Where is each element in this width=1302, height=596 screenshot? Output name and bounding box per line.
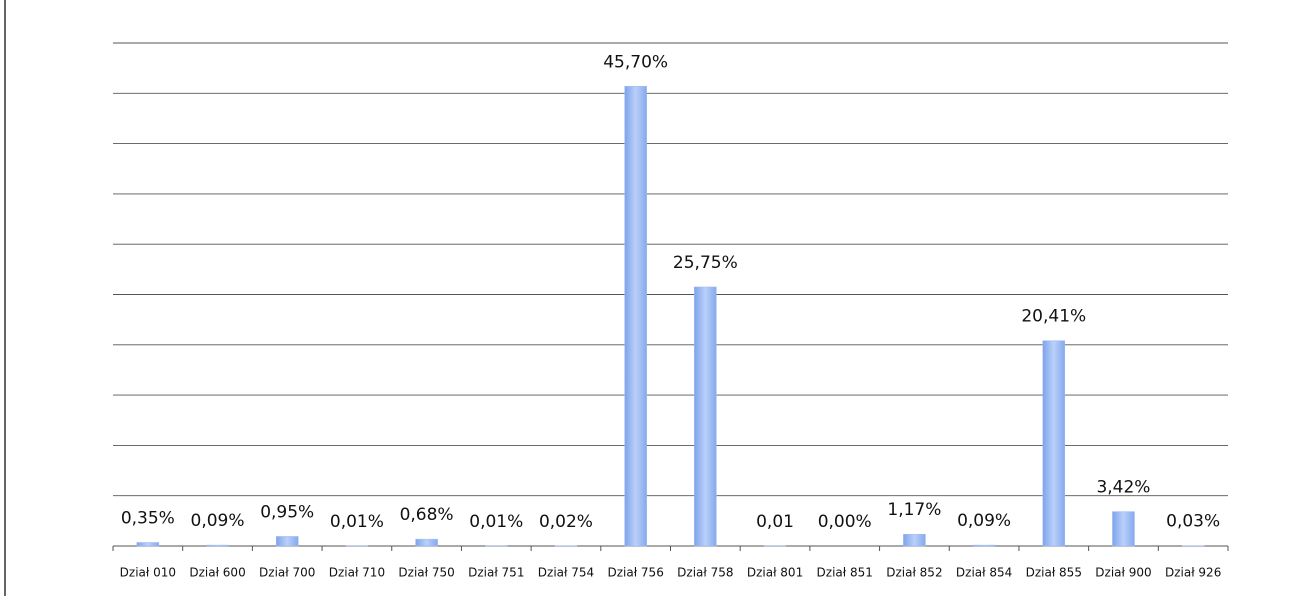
data-label: 20,41% — [1021, 307, 1086, 327]
data-label: 0,95% — [260, 502, 314, 522]
data-label: 0,68% — [400, 505, 454, 525]
x-tick-label: Dział 751 — [468, 566, 524, 580]
data-label: 1,17% — [887, 500, 941, 520]
data-label: 0,01% — [330, 512, 384, 532]
data-label: 0,02% — [539, 512, 593, 532]
data-label: 0,01% — [469, 512, 523, 532]
data-label: 0,35% — [121, 508, 175, 528]
x-tick-label: Dział 851 — [817, 566, 873, 580]
data-label: 3,42% — [1096, 478, 1150, 498]
bar — [1042, 340, 1066, 547]
x-tick-label: Dział 801 — [747, 566, 803, 580]
x-tick-label: Dział 750 — [398, 566, 454, 580]
x-tick-label: Dział 600 — [189, 566, 245, 580]
x-tick-label: Dział 852 — [886, 566, 942, 580]
bar — [1112, 511, 1135, 547]
x-tick-label: Dział 754 — [538, 566, 594, 580]
x-tick-label: Dział 700 — [259, 566, 315, 580]
x-tick-label: Dział 854 — [956, 566, 1012, 580]
bar — [624, 86, 647, 547]
data-label: 0,03% — [1166, 512, 1220, 532]
x-tick-label: Dział 710 — [329, 566, 385, 580]
x-tick-label: Dział 926 — [1165, 566, 1221, 580]
x-tick-label: Dział 010 — [120, 566, 176, 580]
data-label: 45,70% — [603, 52, 668, 72]
x-tick-label: Dział 855 — [1026, 566, 1082, 580]
data-label: 0,09% — [191, 511, 245, 531]
data-label: 0,09% — [957, 511, 1011, 531]
bar — [903, 533, 926, 547]
bar — [694, 286, 717, 547]
x-tick-label: Dział 758 — [677, 566, 733, 580]
bar — [415, 538, 438, 547]
bar — [972, 544, 996, 547]
data-label: 25,75% — [673, 253, 738, 273]
data-label: 0,00% — [818, 512, 872, 532]
bar — [275, 536, 299, 547]
data-label: 0,01 — [756, 512, 794, 532]
bar — [136, 542, 160, 547]
bar — [206, 544, 229, 547]
x-tick-label: Dział 756 — [607, 566, 663, 580]
x-tick-label: Dział 900 — [1095, 566, 1151, 580]
